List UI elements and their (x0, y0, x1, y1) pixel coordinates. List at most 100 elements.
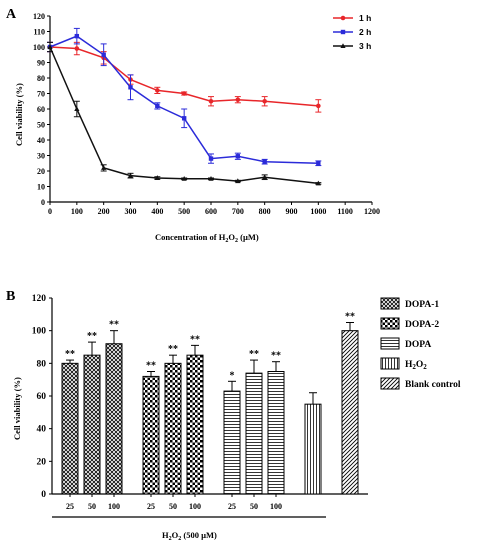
panel-a-data-point (155, 88, 160, 93)
panel-a-data-point (235, 97, 241, 102)
panel-a-y-tick-label: 110 (33, 28, 45, 37)
panel-b-x-tick-label: 100 (189, 502, 201, 511)
panel-b-bar (142, 375, 160, 495)
panel-b-bar (186, 354, 204, 495)
panel-a-legend-label: 2 h (359, 27, 371, 37)
panel-b-legend-swatch (380, 317, 400, 330)
panel-b-y-tick-label: 100 (32, 327, 47, 337)
panel-b-x-tick-label: 50 (250, 502, 258, 511)
panel-a-y-tick-label: 40 (37, 136, 45, 145)
panel-b-x-tick-label: 50 (88, 502, 96, 511)
panel-a-data-point (208, 98, 214, 104)
panel-b-significance-label: ** (87, 331, 97, 342)
panel-a-y-tick-label: 60 (37, 105, 45, 114)
panel-a-y-tick-label: 10 (37, 183, 45, 192)
panel-a-data-point (128, 85, 133, 90)
panel-b-legend-label: H2O2 (405, 360, 427, 371)
panel-a-data-point (74, 33, 80, 39)
panel-a-data-point (101, 165, 107, 170)
panel-b-y-tick-label: 60 (37, 392, 47, 402)
panel-a-x-tick-label: 400 (151, 207, 163, 216)
panel-b-significance-label: ** (65, 349, 75, 360)
panel-b-legend-label: Blank control (405, 380, 461, 390)
panel-a-series-line (49, 35, 319, 164)
panel-a-data-point (181, 116, 187, 121)
panel-b-significance-label: ** (168, 344, 178, 355)
panel-b-legend-label: DOPA (405, 340, 431, 350)
panel-a-y-tick-label: 0 (41, 198, 45, 207)
panel-a-y-axis-title: Cell viability (%) (14, 83, 24, 146)
panel-a-x-tick-label: 500 (178, 207, 190, 216)
panel-b-x-tick-label: 25 (228, 502, 236, 511)
panel-a-data-point (181, 91, 187, 96)
panel-b-bar (245, 372, 263, 495)
panel-b-legend-swatch (380, 297, 400, 310)
panel-b-legend-label: DOPA-1 (405, 300, 439, 310)
panel-a-data-point (315, 180, 321, 186)
panel-b-significance-label: ** (345, 312, 355, 323)
panel-a-data-point (235, 178, 241, 184)
panel-a-data-point (74, 46, 80, 51)
panel-a-y-tick-label: 120 (33, 12, 45, 21)
panel-a-data-point (127, 172, 134, 178)
panel-a-data-point (101, 52, 106, 57)
panel-a-legend-marker (340, 43, 346, 48)
panel-a-data-point (208, 156, 214, 161)
panel-a-data-point (262, 159, 267, 164)
panel-b-bar (223, 390, 241, 495)
panel-b-y-tick-label: 0 (41, 490, 46, 500)
panel-a-legend-marker (340, 15, 346, 21)
panel-a-data-point (154, 175, 160, 180)
panel-b-chart: 0 20 40 60 80 100 120 ** 25 ** 50 ** 100 ** 25 ** 50 ** 10… (32, 294, 461, 518)
panel-a-x-tick-label: 1200 (364, 207, 380, 216)
panel-a-y-tick-label: 50 (37, 121, 45, 130)
panel-b-significance-label: ** (109, 320, 119, 331)
panel-a-label: A (6, 7, 17, 22)
panel-b-significance-label: ** (271, 351, 281, 362)
panel-a-data-point (181, 175, 187, 181)
panel-a-x-tick-label: 100 (71, 207, 83, 216)
panel-b-significance-label: ** (146, 361, 156, 372)
panel-a-data-point (235, 154, 241, 159)
panel-a-x-tick-label: 1000 (310, 207, 326, 216)
panel-a-data-point (262, 174, 268, 180)
panel-b-significance-label: ** (249, 349, 259, 360)
panel-a-data-point (74, 106, 80, 111)
panel-a-x-tick-label: 1100 (337, 207, 353, 216)
panel-b-x-tick-label: 100 (108, 502, 120, 511)
panel-b-x-tick-label: 25 (147, 502, 155, 511)
panel-a-y-tick-label: 20 (37, 167, 45, 176)
panel-b-x-axis-title: H2O2 (500 µM) (162, 530, 217, 542)
panel-b-x-tick-label: 100 (270, 502, 282, 511)
panel-a-x-tick-label: 300 (125, 207, 137, 216)
panel-b-bar (83, 354, 101, 495)
panel-b-y-tick-label: 80 (37, 359, 47, 369)
panel-b-legend-swatch (380, 377, 400, 390)
panel-b-significance-label: * (230, 370, 235, 381)
panel-a-x-tick-label: 700 (232, 207, 244, 216)
panel-a-data-point (47, 44, 53, 49)
panel-b-bar (341, 330, 359, 495)
panel-b-legend-swatch (380, 337, 400, 350)
panel-b-y-tick-label: 20 (37, 457, 47, 467)
panel-b-significance-label: ** (190, 334, 200, 345)
panel-a-y-tick-label: 30 (37, 152, 45, 161)
panel-a-legend-label: 3 h (359, 41, 371, 51)
panel-a-x-tick-label: 600 (205, 207, 217, 216)
panel-b-bar (304, 403, 322, 495)
panel-a-legend-label: 1 h (359, 13, 371, 23)
panel-b-bar (105, 343, 123, 495)
panel-a-y-tick-label: 100 (33, 43, 45, 52)
panel-a-y-tick-label: 70 (37, 90, 45, 99)
panel-a-x-axis-title: Concentration of H2O2 (µM) (155, 232, 259, 244)
panel-b-bar (61, 362, 79, 495)
panel-b-legend-swatch (380, 357, 400, 370)
panel-a-y-tick-label: 80 (37, 74, 45, 83)
panel-a-x-tick-label: 800 (259, 207, 271, 216)
panel-a-x-tick-label: 200 (98, 207, 110, 216)
panel-b-y-axis-title: Cell viability (%) (12, 377, 22, 440)
panel-a-data-point (262, 98, 267, 104)
panel-b-y-tick-label: 40 (37, 425, 47, 435)
